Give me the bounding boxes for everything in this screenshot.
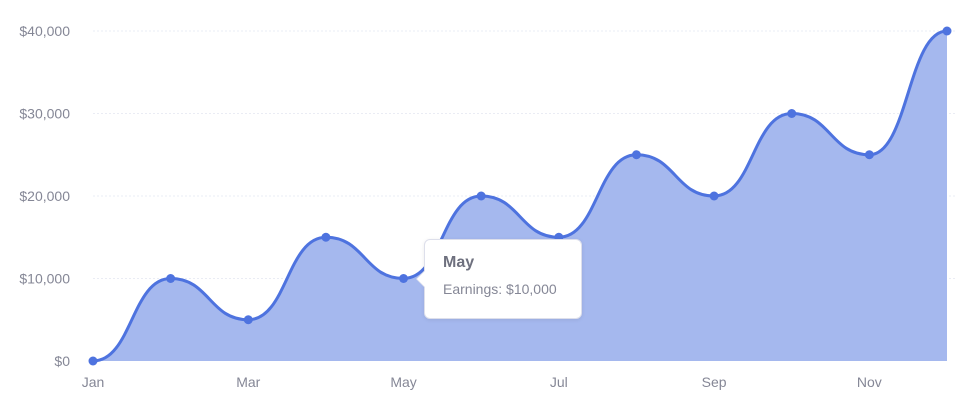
x-tick-label: Mar <box>236 374 260 390</box>
data-point[interactable] <box>476 191 486 201</box>
earnings-area-fill <box>93 31 947 361</box>
x-tick-label: Jul <box>550 374 568 390</box>
data-point[interactable] <box>787 109 797 118</box>
data-point[interactable] <box>709 191 719 201</box>
y-tick-label: $10,000 <box>19 271 70 287</box>
data-point[interactable] <box>166 274 176 283</box>
x-tick-label: Nov <box>857 374 882 390</box>
x-tick-label: May <box>390 374 416 390</box>
x-tick-label: Jan <box>82 374 105 390</box>
x-axis: Jan Mar May Jul Sep Nov <box>82 374 882 390</box>
y-tick-label: $30,000 <box>19 106 70 122</box>
chart-tooltip: May Earnings: $10,000 <box>416 239 582 319</box>
data-point[interactable] <box>864 150 874 160</box>
y-tick-label: $20,000 <box>19 188 70 204</box>
data-point[interactable] <box>399 274 409 283</box>
data-point[interactable] <box>942 26 952 36</box>
earnings-line <box>92 29 948 363</box>
x-tick-label: Sep <box>702 374 727 390</box>
y-axis: $0 $10,000 $20,000 $30,000 $40,000 <box>19 23 70 369</box>
data-point[interactable] <box>88 356 98 366</box>
tooltip-title: May <box>443 254 475 271</box>
y-tick-label: $40,000 <box>19 23 70 39</box>
y-tick-label: $0 <box>54 353 70 369</box>
tooltip-value: Earnings: $10,000 <box>443 281 557 297</box>
data-points <box>88 26 952 366</box>
data-point[interactable] <box>321 232 331 242</box>
data-point[interactable] <box>243 315 253 325</box>
data-point[interactable] <box>631 150 641 160</box>
